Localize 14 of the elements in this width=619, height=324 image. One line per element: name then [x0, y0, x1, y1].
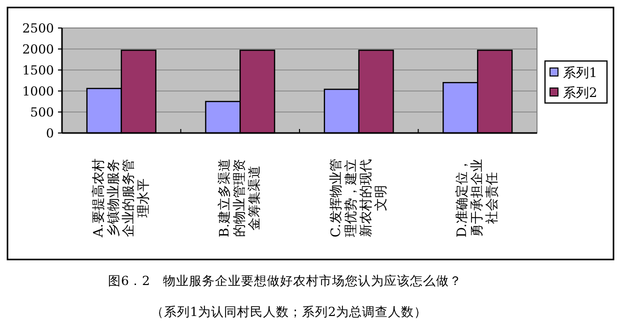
x-tick-label: A.要提高农村乡镇物业服务企业的服务管理水平	[90, 158, 152, 238]
x-tick-label: D.准确定位，勇于承担企业社会责任	[455, 158, 500, 238]
text: （系列1为认同村民人数；系列2为总调查人数）	[151, 304, 427, 319]
y-tick-label: 1000	[22, 84, 54, 98]
y-tick-label: 2000	[22, 42, 54, 56]
y-tick-label: 500	[30, 104, 54, 120]
y-tick-label: 0	[46, 126, 54, 140]
legend-label: 系列2	[563, 86, 598, 101]
y-tick-label: 2500	[22, 20, 54, 36]
caption: 图6．2 物业服务企业要想做好农村市场您认为应该怎么做？	[108, 273, 462, 288]
x-tick-label: C.发挥物业管理优势，建立新农村的现代文明	[328, 158, 389, 238]
x-tick-label: B.建立多渠道的物业管理资金筹集渠道	[216, 158, 263, 238]
legend-label: 系列1	[563, 66, 598, 81]
y-tick-label: 1500	[22, 62, 54, 78]
